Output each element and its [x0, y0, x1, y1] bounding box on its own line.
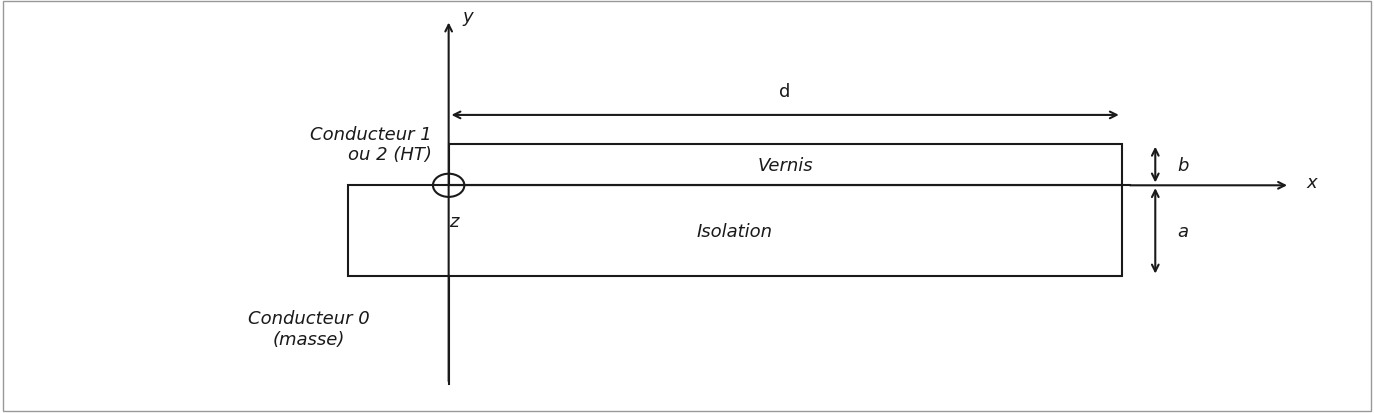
- Text: Vernis: Vernis: [757, 156, 813, 174]
- Text: Conducteur 1
ou 2 (HT): Conducteur 1 ou 2 (HT): [311, 125, 431, 164]
- Text: Conducteur 0
(masse): Conducteur 0 (masse): [247, 310, 370, 349]
- Text: z: z: [449, 213, 459, 230]
- Text: Isolation: Isolation: [697, 222, 772, 240]
- Text: x: x: [1307, 173, 1318, 192]
- Bar: [449, 145, 1121, 186]
- Text: b: b: [1178, 156, 1189, 174]
- Text: a: a: [1178, 222, 1189, 240]
- Text: d: d: [779, 83, 791, 101]
- Text: y: y: [463, 7, 473, 26]
- Bar: [348, 186, 1121, 277]
